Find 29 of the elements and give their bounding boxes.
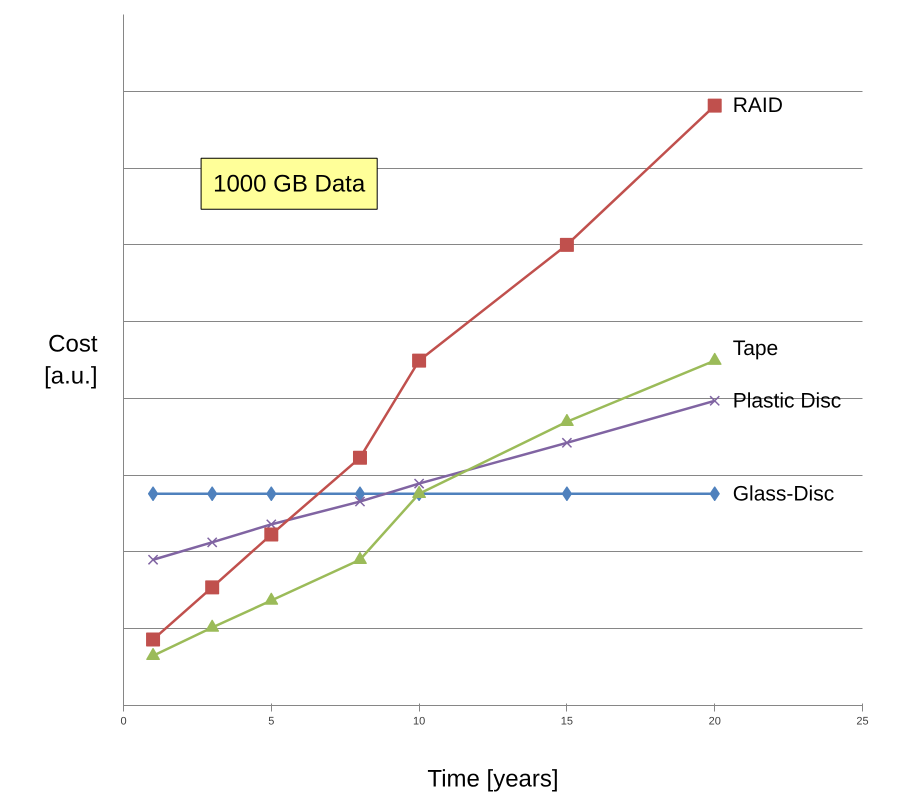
y-axis-title: Cost [a.u.] bbox=[44, 330, 98, 390]
x-tick-label: 0 bbox=[120, 716, 127, 728]
point bbox=[148, 486, 158, 502]
x-tick-label: 5 bbox=[268, 716, 274, 728]
point bbox=[414, 478, 424, 489]
point bbox=[264, 528, 278, 542]
point bbox=[709, 395, 720, 406]
series-label: Glass-Disc bbox=[732, 482, 834, 506]
x-tick-label: 20 bbox=[708, 716, 721, 728]
point bbox=[708, 98, 722, 113]
series-label: Plastic Disc bbox=[732, 389, 842, 412]
point bbox=[146, 632, 160, 647]
point bbox=[352, 450, 367, 465]
point bbox=[562, 486, 572, 502]
point bbox=[206, 537, 218, 548]
point bbox=[354, 486, 366, 502]
x-axis-title: Time [years] bbox=[427, 766, 559, 792]
series-label: Tape bbox=[732, 337, 778, 360]
x-tick-label: 10 bbox=[412, 716, 426, 728]
series-label: RAID bbox=[732, 94, 783, 118]
point bbox=[354, 496, 366, 507]
point bbox=[412, 354, 426, 368]
point bbox=[205, 580, 220, 594]
point bbox=[562, 437, 572, 448]
annotation: 1000 GB Data bbox=[213, 170, 366, 198]
point bbox=[560, 238, 574, 252]
x-tick-label: 25 bbox=[856, 716, 869, 728]
x-tick-label: 15 bbox=[560, 716, 574, 728]
point bbox=[148, 554, 158, 566]
